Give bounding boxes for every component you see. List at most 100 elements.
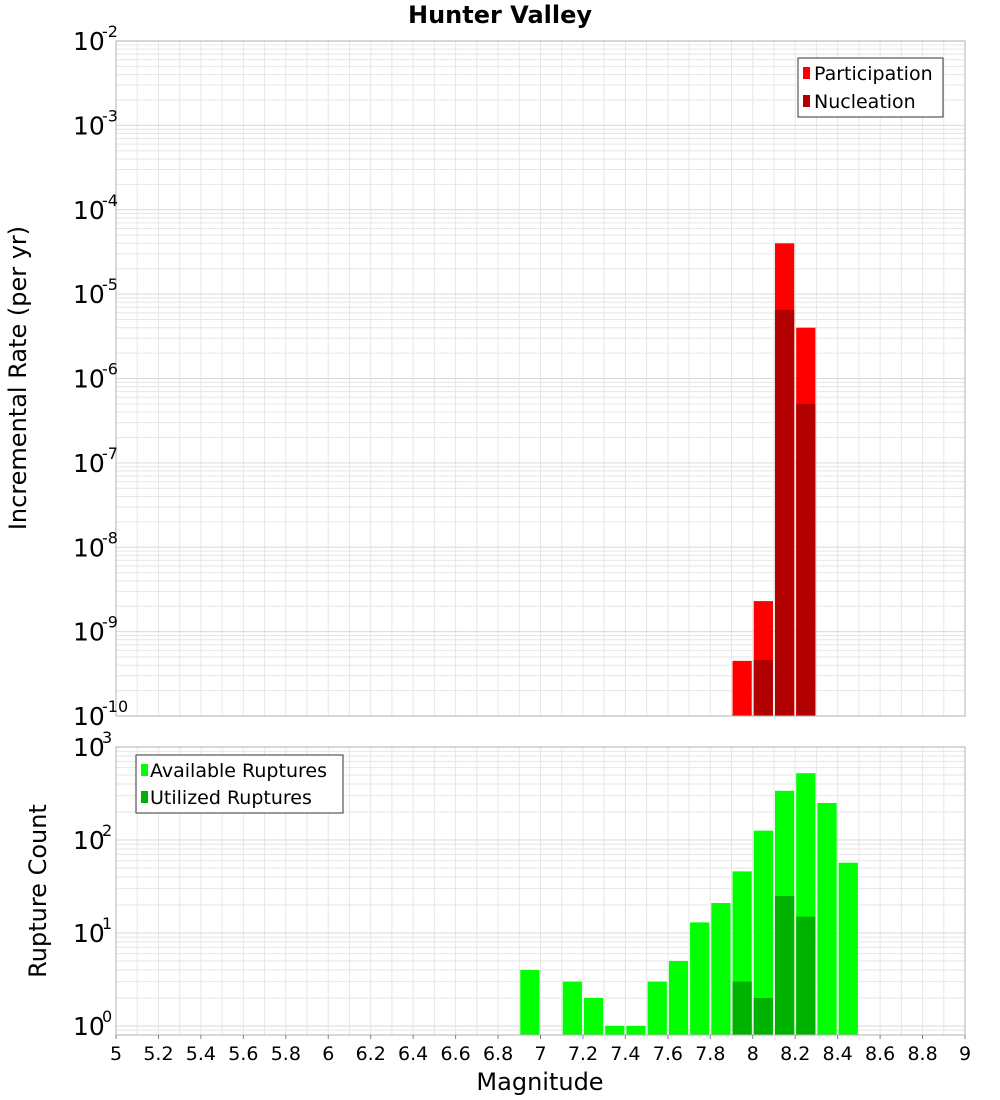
top-y-tick: 10-6 bbox=[73, 360, 118, 394]
bottom-bar-available bbox=[753, 830, 773, 1035]
legend-swatch-available bbox=[141, 764, 148, 776]
top-plot-frame bbox=[115, 40, 966, 717]
legend-swatch-nucleation bbox=[803, 95, 810, 107]
bottom-bar-available bbox=[583, 997, 604, 1035]
bottom-bars bbox=[520, 773, 858, 1035]
bottom-bar-available bbox=[817, 802, 837, 1035]
x-tick-label: 6 bbox=[322, 1043, 334, 1065]
top-y-tick-exponent: -10 bbox=[102, 697, 128, 716]
legend-swatch-participation bbox=[803, 67, 810, 79]
top-y-tick-base: 10 bbox=[73, 196, 105, 225]
top-bars bbox=[732, 243, 816, 717]
bottom-y-axis-label: Rupture Count bbox=[24, 804, 52, 978]
top-y-tick-exponent: -4 bbox=[102, 191, 118, 210]
x-tick-label: 6.8 bbox=[483, 1043, 513, 1065]
legend-label-available: Available Ruptures bbox=[150, 760, 327, 782]
bottom-y-tick: 102 bbox=[73, 821, 112, 855]
chart-title: Hunter Valley bbox=[408, 1, 592, 29]
bottom-bar-utilized bbox=[774, 895, 795, 1035]
x-axis-label: Magnitude bbox=[476, 1068, 603, 1096]
top-y-tick-base: 10 bbox=[73, 280, 105, 309]
x-tick-label: 7.8 bbox=[695, 1043, 725, 1065]
top-y-tick-base: 10 bbox=[73, 365, 105, 394]
top-y-tick: 10-8 bbox=[73, 528, 118, 562]
bottom-bar-utilized bbox=[753, 997, 773, 1035]
x-tick-label: 7.6 bbox=[653, 1043, 683, 1065]
top-y-tick-base: 10 bbox=[73, 111, 105, 140]
bottom-bar-available bbox=[647, 981, 667, 1035]
bottom-bar-available bbox=[690, 922, 710, 1035]
bottom-y-tick-exponent: 2 bbox=[102, 821, 112, 840]
top-y-tick: 10-5 bbox=[73, 275, 118, 309]
top-y-tick-exponent: -5 bbox=[102, 275, 118, 294]
top-y-tick-exponent: -7 bbox=[102, 444, 118, 463]
top-y-tick-base: 10 bbox=[73, 618, 105, 647]
top-y-tick-exponent: -8 bbox=[102, 528, 118, 547]
top-y-tick: 10-7 bbox=[73, 444, 118, 478]
bottom-bar-available bbox=[626, 1025, 646, 1035]
bottom-y-tick-base: 10 bbox=[73, 1012, 105, 1041]
top-y-tick-exponent: -3 bbox=[102, 106, 118, 125]
top-bar-nucleation bbox=[774, 309, 795, 716]
top-legend: Participation Nucleation bbox=[797, 57, 944, 118]
bottom-bar-available bbox=[668, 960, 689, 1035]
top-y-tick-base: 10 bbox=[73, 702, 105, 731]
x-tick-label: 9 bbox=[959, 1043, 971, 1065]
top-y-tick-exponent: -6 bbox=[102, 360, 118, 379]
top-y-tick-base: 10 bbox=[73, 533, 105, 562]
x-tick-label: 5.2 bbox=[143, 1043, 173, 1065]
x-tick-label: 7.4 bbox=[610, 1043, 640, 1065]
bottom-bar-utilized bbox=[732, 981, 752, 1035]
top-bar-nucleation bbox=[753, 660, 773, 716]
x-tick-label: 6.6 bbox=[440, 1043, 470, 1065]
x-tick-label: 8.4 bbox=[823, 1043, 853, 1065]
top-y-tick: 10-2 bbox=[73, 22, 118, 56]
bottom-bar-available bbox=[838, 862, 858, 1035]
bottom-legend-box bbox=[135, 754, 344, 814]
x-tick-label: 6.4 bbox=[398, 1043, 428, 1065]
top-y-tick-base: 10 bbox=[73, 27, 105, 56]
top-y-tick: 10-4 bbox=[73, 191, 118, 225]
bottom-y-tick: 100 bbox=[73, 1007, 112, 1041]
bottom-bar-available bbox=[562, 981, 582, 1035]
bottom-y-tick-base: 10 bbox=[73, 919, 105, 948]
top-gridlines bbox=[116, 41, 965, 716]
bottom-bar-utilized bbox=[796, 916, 816, 1035]
x-tick-label: 8 bbox=[747, 1043, 759, 1065]
bottom-y-tick-exponent: 0 bbox=[102, 1007, 112, 1026]
bottom-y-tick-base: 10 bbox=[73, 733, 105, 762]
bottom-y-tick: 101 bbox=[73, 914, 112, 948]
x-tick-label: 5.4 bbox=[186, 1043, 216, 1065]
bottom-bar-available bbox=[711, 903, 731, 1035]
top-y-tick-exponent: -2 bbox=[102, 22, 118, 41]
bottom-y-tick-exponent: 3 bbox=[102, 728, 112, 747]
legend-label-participation: Participation bbox=[814, 63, 933, 85]
legend-swatch-utilized bbox=[141, 791, 148, 803]
top-y-tick-base: 10 bbox=[73, 449, 105, 478]
top-bar-participation bbox=[732, 660, 752, 716]
x-tick-label: 8.8 bbox=[907, 1043, 937, 1065]
x-tick-label: 8.6 bbox=[865, 1043, 895, 1065]
bottom-bar-available bbox=[605, 1025, 625, 1035]
top-legend-box bbox=[797, 57, 944, 118]
top-y-tick: 10-10 bbox=[73, 697, 128, 731]
bottom-bar-available bbox=[520, 969, 540, 1035]
x-tick-label: 5 bbox=[110, 1043, 122, 1065]
top-y-axis-label: Incremental Rate (per yr) bbox=[4, 226, 32, 530]
x-tick-label: 7.2 bbox=[568, 1043, 598, 1065]
bottom-y-tick-base: 10 bbox=[73, 826, 105, 855]
legend-label-utilized: Utilized Ruptures bbox=[150, 787, 312, 809]
x-tick-label: 5.8 bbox=[271, 1043, 301, 1065]
top-bar-nucleation bbox=[796, 403, 816, 716]
x-tick-label: 5.6 bbox=[228, 1043, 258, 1065]
bottom-legend: Available Ruptures Utilized Ruptures bbox=[135, 754, 344, 814]
x-tick-label: 6.2 bbox=[356, 1043, 386, 1065]
bottom-y-tick: 103 bbox=[73, 728, 112, 762]
top-y-tick: 10-9 bbox=[73, 613, 118, 647]
x-tick-labels: 5 5.2 5.4 5.6 5.8 6 6.2 6.4 6.6 6.8 7 7.2 7.4 7.6 7.8 8… bbox=[110, 1035, 971, 1065]
legend-label-nucleation: Nucleation bbox=[814, 91, 916, 113]
